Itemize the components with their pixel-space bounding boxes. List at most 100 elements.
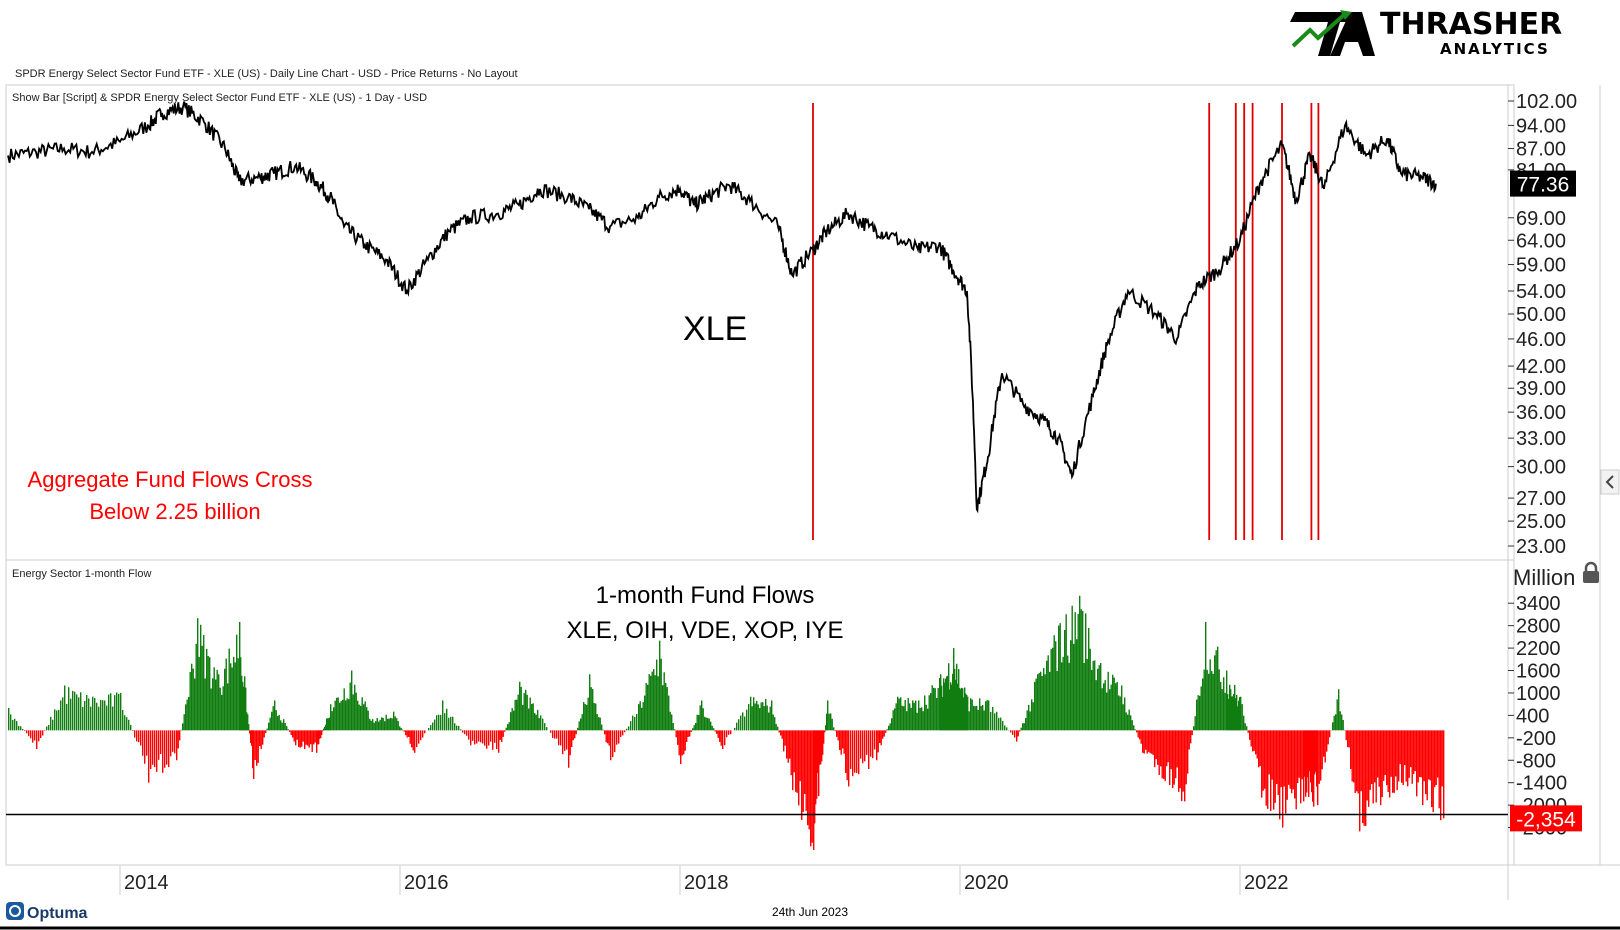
flow-bar-173 [302, 730, 304, 742]
flow-bar-924 [1443, 730, 1445, 819]
chevron-left-icon[interactable] [1600, 469, 1620, 495]
flow-bar-380 [641, 707, 643, 731]
x-tick-label-2: 2018 [684, 872, 729, 894]
flow-bar-728 [1163, 730, 1165, 779]
flow-bar-362 [607, 730, 609, 744]
flow-bar-416 [695, 722, 697, 731]
flow-bar-604 [970, 698, 972, 731]
flow-bar-54 [116, 692, 118, 731]
flow-bar-372 [626, 728, 628, 731]
flow-bar-646 [1040, 671, 1042, 731]
flow-bar-155 [275, 710, 277, 731]
flow-bar-35 [78, 697, 80, 731]
flow-bar-6 [20, 726, 22, 731]
flow-bar-578 [943, 678, 945, 731]
flow-bar-587 [952, 673, 954, 731]
flow-bar-405 [678, 730, 680, 756]
flow-bar-95 [192, 668, 194, 731]
flow-bar-59 [126, 717, 128, 731]
flow-bar-103 [204, 678, 206, 731]
flow-bar-793 [1253, 730, 1255, 751]
flow-bar-382 [644, 695, 646, 731]
flow-bar-544 [894, 708, 896, 731]
flow-bar-583 [948, 663, 950, 731]
flow-bar-34 [76, 694, 78, 731]
xle-label: XLE [683, 310, 747, 348]
flow-bar-147 [263, 730, 265, 738]
flow-bar-662 [1064, 629, 1066, 731]
flow-bar-100 [200, 624, 202, 731]
flow-bar-885 [1384, 730, 1386, 776]
flow-bar-876 [1371, 730, 1373, 785]
flow-bar-193 [327, 718, 329, 731]
flow-bar-887 [1387, 730, 1389, 792]
flow-bar-80 [168, 730, 170, 768]
flow-bar-569 [931, 685, 933, 731]
flow-bar-220 [366, 707, 368, 731]
price-tick-label-15: 27.00 [1516, 488, 1566, 510]
flow-bar-299 [505, 727, 507, 731]
flow-bar-681 [1092, 660, 1094, 731]
flow-bar-379 [639, 701, 641, 731]
flow-bar-475 [790, 730, 792, 776]
flow-bar-273 [456, 725, 458, 731]
flow-bar-149 [266, 728, 268, 731]
flow-bar-615 [986, 700, 988, 731]
flow-bar-916 [1431, 730, 1433, 808]
flow-bar-201 [337, 697, 339, 731]
flow-bar-436 [726, 730, 728, 738]
flow-bar-182 [316, 730, 318, 753]
flow-bar-490 [813, 730, 815, 850]
flow-bar-562 [921, 707, 923, 731]
flow-bar-463 [772, 714, 774, 731]
x-tick-label-4: 2022 [1244, 872, 1289, 894]
flow-bar-785 [1241, 704, 1243, 731]
flow-bar-250 [411, 730, 413, 748]
flow-bar-520 [852, 730, 854, 777]
flow-bar-685 [1098, 665, 1100, 731]
flow-bar-878 [1374, 730, 1376, 783]
flow-bar-613 [983, 710, 985, 731]
flow-bar-471 [784, 730, 786, 746]
flow-bar-239 [394, 716, 396, 731]
flow-bar-690 [1106, 692, 1108, 731]
flow-bar-855 [1339, 711, 1341, 731]
flow-bar-844 [1323, 730, 1325, 757]
flow-bar-174 [304, 730, 306, 750]
flow-bar-16 [40, 730, 42, 739]
flow-bar-867 [1357, 730, 1359, 794]
flow-bar-144 [259, 730, 261, 747]
flow-bar-395 [663, 672, 665, 731]
flow-bar-53 [114, 695, 116, 731]
flow-bar-109 [213, 667, 215, 731]
flow-bar-923 [1441, 730, 1443, 787]
flow-bar-909 [1420, 730, 1422, 778]
flow-bar-295 [499, 730, 501, 740]
flow-bar-36 [80, 692, 82, 731]
flow-bar-818 [1291, 730, 1293, 794]
flow-bar-319 [535, 714, 537, 731]
flow-bar-128 [241, 675, 243, 731]
flow-bar-670 [1076, 639, 1078, 731]
flow-bar-300 [507, 724, 509, 731]
flow-bar-184 [318, 730, 320, 745]
flow-bar-435 [724, 730, 726, 746]
flow-bar-560 [918, 700, 920, 731]
flow-bar-176 [307, 730, 309, 746]
flow-bar-406 [680, 730, 682, 764]
flow-bar-376 [634, 716, 636, 731]
flow-bar-304 [513, 710, 515, 731]
flow-bar-306 [516, 699, 518, 731]
x-axis-ticks: 2014 2016 2018 2020 2022 [119, 865, 1289, 895]
chart-description: SPDR Energy Select Sector Fund ETF - XLE… [15, 68, 518, 80]
flow-bar-732 [1169, 730, 1171, 786]
flow-bar-389 [654, 675, 656, 731]
flow-bar-462 [771, 700, 773, 731]
flow-bar-752 [1199, 695, 1201, 731]
flow-bar-478 [795, 730, 797, 792]
flow-bar-96 [194, 678, 196, 731]
flow-bar-861 [1348, 730, 1350, 748]
flow-bar-327 [550, 730, 552, 733]
flow-bar-85 [177, 730, 179, 749]
lock-icon[interactable] [1583, 561, 1599, 583]
